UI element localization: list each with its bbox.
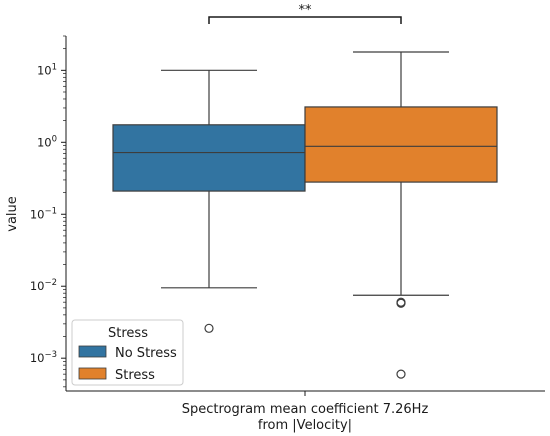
- legend-title: Stress: [108, 326, 148, 341]
- outlier-point-stress: [396, 369, 406, 379]
- significance-annotation: **: [299, 3, 313, 18]
- y-tick-base: 10: [30, 207, 45, 221]
- y-tick-exponent: −2: [44, 278, 57, 288]
- y-tick-exponent: 0: [52, 134, 57, 144]
- significance-bracket: **: [208, 3, 402, 24]
- y-tick-label: 10−3: [30, 350, 57, 365]
- y-tick-exponent: −1: [44, 206, 57, 216]
- y-tick-label: 10−2: [30, 278, 57, 293]
- outlier-point-stress: [396, 298, 406, 308]
- legend-swatch-no-stress: [78, 345, 107, 358]
- legend: Stress No Stress Stress: [71, 319, 184, 386]
- y-axis-label: value: [5, 196, 20, 232]
- x-axis-label-line-2: from |Velocity|: [258, 418, 352, 433]
- y-tick-base: 10: [30, 351, 45, 365]
- box-body-stress: [304, 106, 498, 183]
- y-tick-base: 10: [37, 135, 52, 149]
- outlier-point-no-stress: [204, 323, 214, 333]
- box-series: [112, 51, 498, 379]
- box-stress: [304, 51, 498, 379]
- legend-swatch-stress: [78, 367, 107, 380]
- y-tick-exponent: −3: [44, 350, 57, 360]
- y-tick-label: 100: [37, 134, 57, 149]
- y-tick-exponent: 1: [52, 62, 57, 72]
- y-tick-label: 10−1: [30, 206, 57, 221]
- y-tick-base: 10: [37, 63, 52, 77]
- y-tick-base: 10: [30, 279, 45, 293]
- box-no-stress: [112, 69, 306, 333]
- x-axis-label-line-1: Spectrogram mean coefficient 7.26Hz: [182, 402, 429, 417]
- box-body-no-stress: [112, 124, 306, 192]
- legend-label-stress: Stress: [115, 368, 155, 383]
- y-tick-label: 101: [37, 62, 57, 77]
- legend-label-no-stress: No Stress: [115, 346, 177, 361]
